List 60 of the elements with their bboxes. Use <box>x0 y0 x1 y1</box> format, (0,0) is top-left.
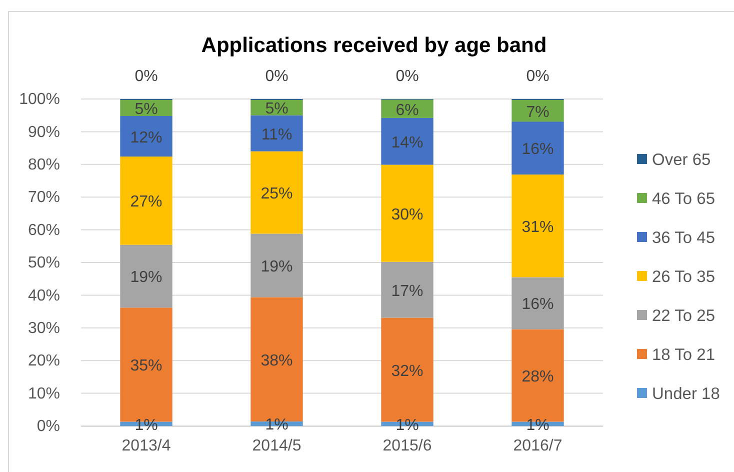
data-label: 5% <box>134 100 158 118</box>
data-label: 7% <box>526 104 550 121</box>
x-tick-label: 2016/7 <box>513 437 562 454</box>
bar <box>250 115 303 152</box>
legend-label: 36 To 45 <box>652 229 716 247</box>
legend-label: 26 To 35 <box>652 268 716 286</box>
data-label: 0% <box>526 68 550 85</box>
y-tick-label: 40% <box>28 287 60 304</box>
legend-label: Under 18 <box>652 385 720 403</box>
y-tick-label: 80% <box>28 156 60 174</box>
data-label: 17% <box>391 282 424 300</box>
data-label: 25% <box>260 186 293 203</box>
legend-label: 22 To 25 <box>652 307 716 325</box>
data-label: 0% <box>265 68 288 85</box>
bar <box>512 100 564 122</box>
bar <box>381 164 434 262</box>
y-tick-label: 100% <box>19 91 60 108</box>
data-label: 30% <box>391 206 424 224</box>
data-label: 12% <box>130 129 162 146</box>
data-label: 31% <box>522 218 554 236</box>
bar <box>381 262 434 318</box>
x-tick-label: 2013/4 <box>122 437 171 454</box>
legend-label: 46 To 65 <box>652 190 716 208</box>
data-label: 16% <box>522 141 554 158</box>
y-tick-label: 90% <box>28 124 60 141</box>
chart-title: Applications received by age band <box>201 34 547 57</box>
bar <box>120 244 172 308</box>
y-tick-label: 60% <box>28 222 60 239</box>
y-tick-label: 20% <box>28 352 60 370</box>
data-label: 16% <box>522 296 554 314</box>
bar <box>512 277 564 330</box>
data-label: 32% <box>391 362 424 380</box>
data-label: 28% <box>522 368 554 386</box>
data-label: 38% <box>260 352 293 370</box>
data-label: 11% <box>261 126 292 144</box>
y-tick-label: 70% <box>28 189 60 206</box>
data-label: 19% <box>130 269 162 286</box>
bar <box>512 174 564 278</box>
bar <box>120 156 172 245</box>
y-tick-label: 10% <box>28 385 60 402</box>
x-tick-label: 2015/6 <box>382 437 432 454</box>
bar <box>250 234 303 298</box>
data-label: 0% <box>134 68 158 85</box>
data-label: 14% <box>391 134 424 152</box>
y-tick-label: 50% <box>28 254 60 272</box>
data-label: 5% <box>265 100 288 118</box>
bar <box>120 116 172 157</box>
x-tick-label: 2014/5 <box>252 437 302 454</box>
data-label: 6% <box>396 102 419 119</box>
y-tick-label: 0% <box>36 418 60 436</box>
legend-label: 18 To 21 <box>652 346 716 364</box>
data-label: 19% <box>260 258 293 276</box>
bar <box>250 151 303 234</box>
data-label: 35% <box>130 358 162 375</box>
legend-label: Over 65 <box>652 151 711 169</box>
bar <box>512 122 564 175</box>
bar <box>381 118 434 165</box>
y-tick-label: 30% <box>28 320 60 338</box>
data-label: 0% <box>396 68 419 85</box>
data-label: 27% <box>130 194 162 211</box>
